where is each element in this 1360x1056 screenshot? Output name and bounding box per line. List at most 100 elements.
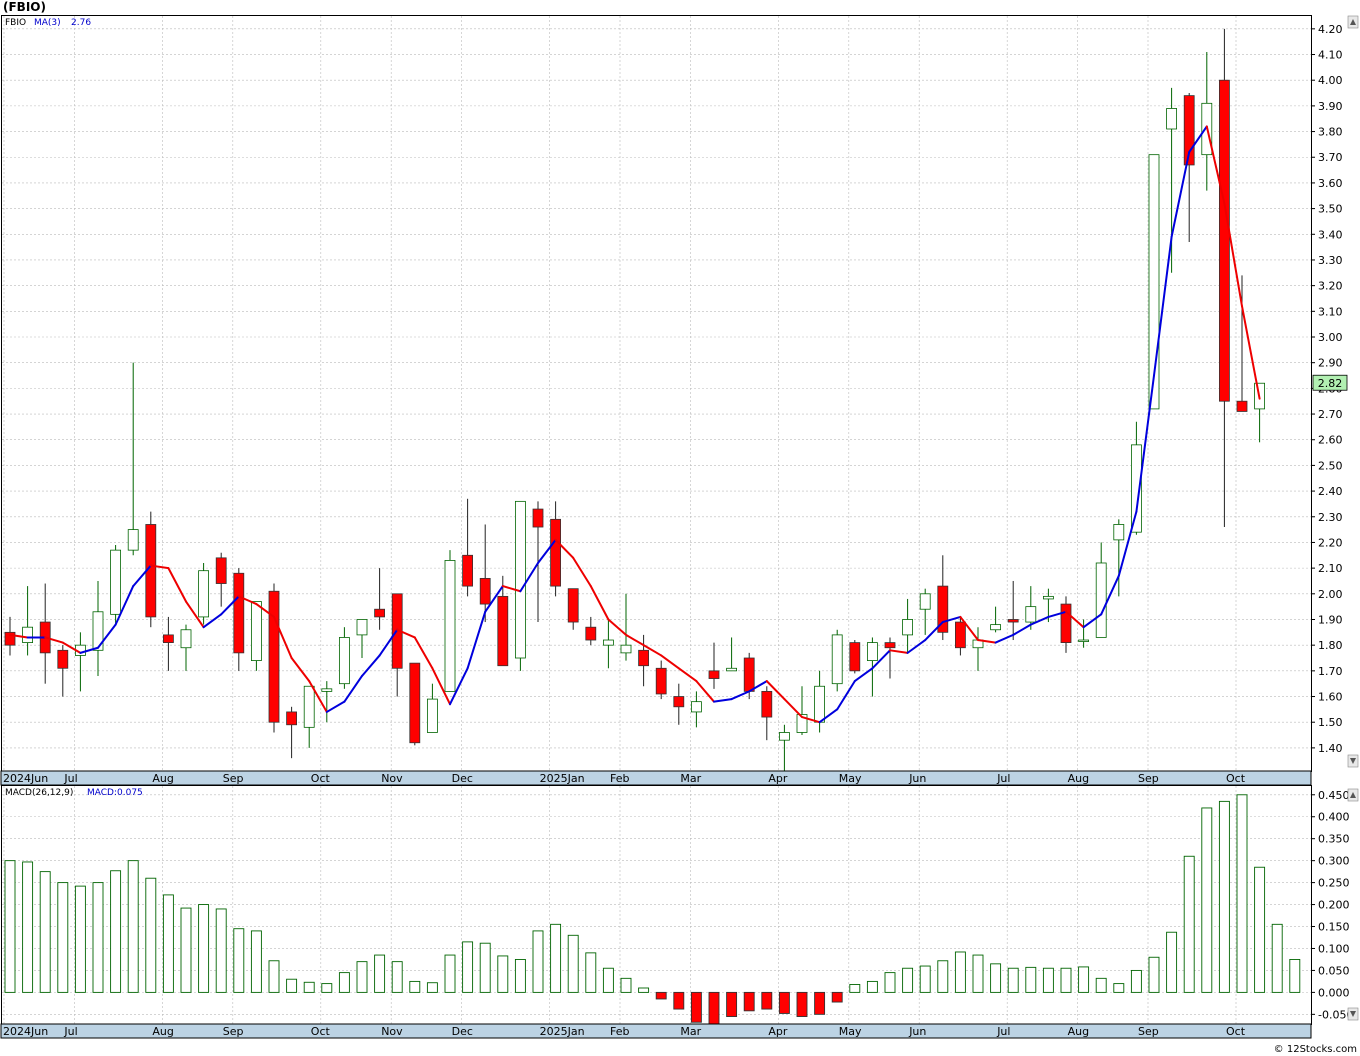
- macd-x-tick-label: Apr: [768, 1025, 788, 1038]
- price-tick-label: 3.60: [1318, 177, 1343, 190]
- candle-body: [215, 557, 227, 584]
- price-tick-label: 2.20: [1318, 536, 1343, 549]
- candle: [162, 616, 174, 671]
- candle-body: [567, 588, 579, 623]
- macd-x-tick-label: Sep: [223, 1025, 244, 1038]
- price-tick-label: 3.00: [1318, 331, 1343, 344]
- ma-segment: [1117, 510, 1138, 577]
- candle: [726, 637, 737, 672]
- ma-segment: [889, 649, 909, 654]
- candle: [250, 601, 262, 671]
- ma-segment: [61, 641, 82, 654]
- candle-body: [990, 624, 1001, 631]
- candle: [215, 552, 227, 607]
- candle: [444, 550, 456, 692]
- ma-segment: [660, 654, 680, 670]
- ma-segment: [1082, 613, 1103, 629]
- ma-segment: [1047, 610, 1067, 618]
- price-tick-label: 3.20: [1318, 280, 1343, 293]
- candle-body: [550, 518, 561, 587]
- macd-x-tick-label: Nov: [381, 1025, 403, 1038]
- price-x-tick-label: Sep: [1138, 772, 1159, 785]
- ma-value: 2.76: [71, 18, 91, 28]
- candle-body: [1131, 444, 1142, 533]
- price-tick-label: 1.70: [1318, 665, 1343, 678]
- arrow-down-icon: [1350, 1011, 1356, 1017]
- candle-body: [92, 611, 104, 651]
- ma-segment: [1100, 574, 1120, 616]
- ma-segment: [959, 615, 979, 642]
- candle-body: [1183, 95, 1195, 166]
- candle: [796, 686, 808, 736]
- candle: [673, 683, 685, 725]
- candle-body: [303, 685, 315, 728]
- candle-body: [726, 667, 737, 672]
- candle-body: [462, 554, 474, 587]
- macd-bar: [426, 982, 438, 993]
- candle: [110, 545, 121, 625]
- macd-bar: [286, 978, 298, 993]
- macd-bar: [356, 961, 368, 993]
- macd-bar: [1289, 959, 1301, 993]
- macd-bar: [620, 977, 632, 993]
- macd-bar: [708, 991, 720, 1025]
- ma-segment: [308, 680, 328, 713]
- macd-bar: [1060, 967, 1072, 993]
- candle: [1183, 93, 1195, 242]
- candle-body: [831, 634, 843, 685]
- candle: [57, 645, 69, 697]
- candle-body: [1025, 606, 1037, 623]
- candle-body: [761, 690, 773, 718]
- candle: [603, 619, 614, 669]
- candle-body: [286, 711, 298, 726]
- price-tick-label: 3.80: [1318, 126, 1343, 139]
- macd-bar: [1236, 794, 1248, 993]
- candle: [937, 555, 949, 641]
- macd-bar: [338, 972, 350, 993]
- price-tick-label: 1.90: [1318, 613, 1343, 626]
- candle-body: [937, 585, 949, 633]
- candle-body: [919, 593, 931, 610]
- ma-segment: [501, 585, 522, 593]
- price-tick-label: 2.10: [1318, 562, 1343, 575]
- candle: [708, 642, 720, 689]
- price-tick-label: 2.30: [1318, 511, 1343, 524]
- candle-body: [198, 570, 210, 618]
- price-x-tick-label: Oct: [1226, 772, 1246, 785]
- macd-tick-label: 0.050: [1318, 964, 1350, 977]
- ma-segment: [466, 610, 487, 670]
- last-price-value: 2.82: [1318, 377, 1343, 390]
- price-x-tick-label: May: [839, 772, 862, 785]
- macd-tick-label: 0.350: [1318, 833, 1350, 846]
- macd-bar: [127, 860, 139, 993]
- macd-bar: [1025, 966, 1037, 993]
- macd-x-tick-label: Feb: [610, 1025, 629, 1038]
- candle: [497, 575, 509, 667]
- macd-tick-label: 0.000: [1318, 986, 1350, 999]
- candle: [779, 724, 790, 771]
- macd-bar: [673, 991, 685, 1010]
- watermark: © 12Stocks.com: [1274, 1044, 1357, 1055]
- price-tick-label: 2.40: [1318, 485, 1343, 498]
- ma-segment: [255, 603, 275, 618]
- macd-bar: [1130, 969, 1142, 993]
- price-x-tick-label: Sep: [223, 772, 244, 785]
- macd-bar: [585, 952, 597, 993]
- ma-segment: [713, 698, 733, 703]
- candle: [620, 593, 632, 661]
- macd-bar: [954, 951, 966, 993]
- macd-x-tick-label: Aug: [152, 1025, 173, 1038]
- ma-segment: [1012, 623, 1032, 636]
- macd-x-axis: 2024Jun Jul Aug Sep Oct Nov Dec 2025Jan Feb Mar Ap…: [3, 1025, 1246, 1038]
- macd-bar: [1113, 983, 1125, 993]
- candle: [356, 619, 368, 659]
- macd-bar: [268, 960, 280, 993]
- scroll-arrows[interactable]: [1347, 15, 1359, 1021]
- candle: [691, 691, 702, 728]
- arrow-down-icon: [1350, 758, 1356, 764]
- candle-body: [110, 549, 121, 615]
- candle: [1113, 519, 1125, 597]
- candle-body: [955, 621, 966, 649]
- macd-bar: [655, 991, 667, 1000]
- ma-segment: [396, 628, 416, 639]
